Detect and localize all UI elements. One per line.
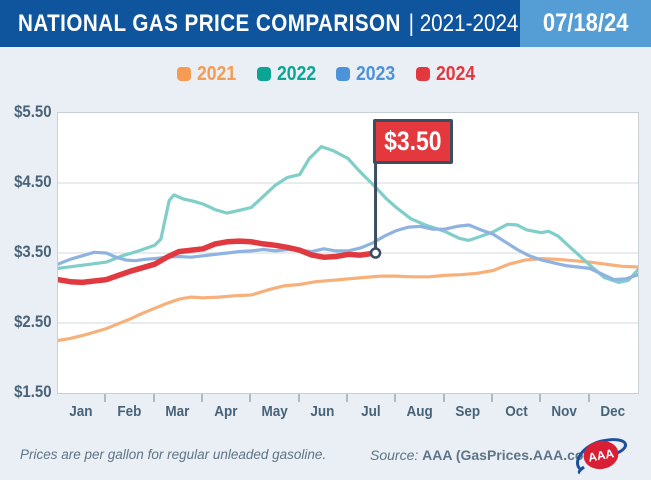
x-axis-label-Sep: Sep [455,403,481,420]
series-line-2023 [58,223,638,282]
x-axis-tick [249,394,252,402]
legend-label-2022: 2022 [276,62,316,85]
x-axis-tick [201,394,203,402]
x-axis-label-May: May [261,403,288,420]
y-axis-label: $4.50 [14,172,52,191]
chart-svg [58,121,638,343]
legend-label-2021: 2021 [197,62,237,85]
x-axis-label-Dec: Dec [600,403,626,420]
date-badge: 07/18/24 [520,0,651,47]
legend-item-2024: 2024 [415,62,475,86]
legend-label-2024: 2024 [435,62,475,85]
x-axis-label-Nov: Nov [551,403,578,420]
page-title-range: | 2021-2024 [408,9,519,37]
legend-swatch-2021 [177,67,191,81]
x-axis-tick [539,394,542,402]
plot-area [57,112,639,394]
aaa-logo-icon: AAA [576,438,627,475]
legend-item-2021: 2021 [177,63,236,86]
legend-swatch-2024 [415,67,430,81]
x-axis-label-Feb: Feb [117,403,142,420]
legend-label-2023: 2023 [356,62,396,85]
source-value: AAA (GasPrices.AAA.com) [422,447,601,463]
x-axis-tick [394,394,397,402]
page-title: NATIONAL GAS PRICE COMPARISON | 2021-2024 [18,0,600,47]
x-axis-label-Apr: Apr [214,403,238,420]
svg-text:AAA: AAA [587,446,615,464]
x-axis-label-Aug: Aug [406,403,433,420]
chart-legend: 2021 2022 2023 2024 [0,62,651,86]
x-axis-tick [346,394,348,402]
date-text: 07/18/24 [542,9,629,37]
x-axis-label-Mar: Mar [165,403,190,420]
x-axis-label-Jun: Jun [310,403,335,420]
x-axis-tick [152,394,155,402]
price-flag: $3.50 [372,119,453,164]
y-axis-label: $2.50 [14,312,52,331]
header-bar: NATIONAL GAS PRICE COMPARISON | 2021-2024… [0,0,651,47]
legend-item-2023: 2023 [336,63,395,86]
x-axis-tick [587,394,590,402]
legend-item-2022: 2022 [256,62,316,86]
x-axis-label-Jan: Jan [69,403,93,420]
x-axis-label-Jul: Jul [361,403,381,420]
endpoint-marker [369,247,382,259]
x-axis-tick [297,394,300,402]
legend-swatch-2022 [256,67,271,81]
x-axis-tick [491,394,493,402]
source-line: Source: AAA (GasPrices.AAA.com) [370,447,601,463]
series-line-2022 [58,144,638,284]
series-line-2024 [58,238,379,286]
y-axis-label: $5.50 [14,102,52,121]
x-axis-label-Oct: Oct [504,403,528,420]
source-label: Source: [370,447,419,463]
price-flag-label: $3.50 [383,126,442,156]
x-axis-tick [104,394,107,402]
series-line-2021 [58,257,638,343]
footnote: Prices are per gallon for regular unlead… [20,447,327,462]
x-axis-tick [442,394,445,402]
y-axis-label: $1.50 [14,382,52,401]
page-title-main: NATIONAL GAS PRICE COMPARISON [18,9,401,37]
y-axis-label: $3.50 [14,242,52,261]
legend-swatch-2023 [336,67,350,81]
